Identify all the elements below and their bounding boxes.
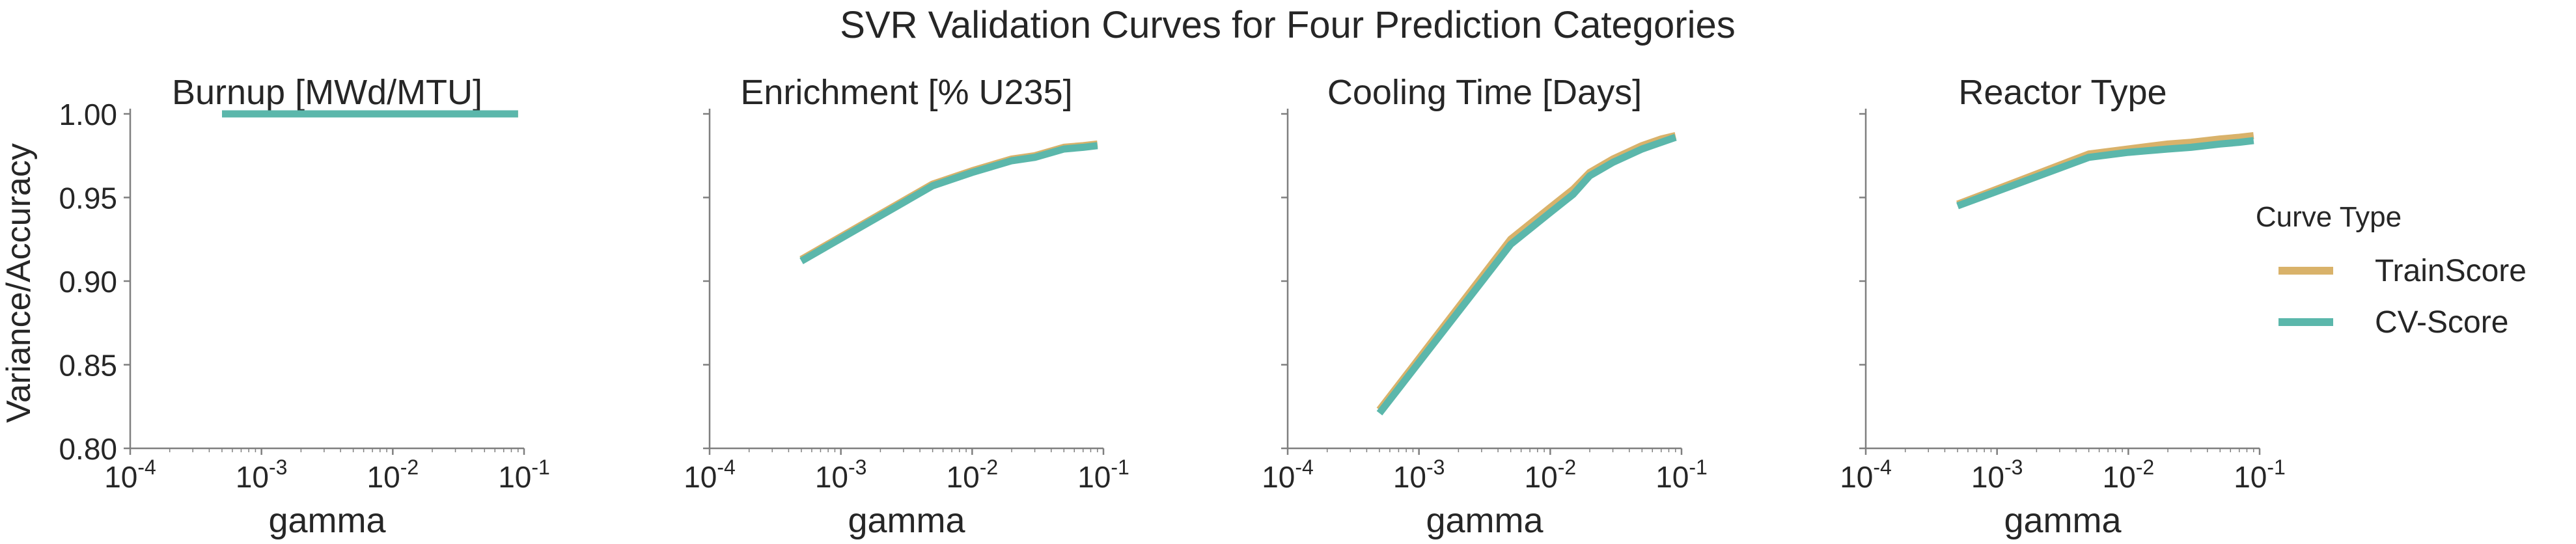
series-line-trainscore — [1376, 132, 1677, 413]
x-tick-label: 10-2 — [367, 456, 419, 494]
series-line-cv-score — [799, 142, 1098, 264]
x-tick-label: 10-4 — [1262, 456, 1314, 494]
x-axis-label: gamma — [268, 501, 386, 540]
x-tick-label: 10-3 — [1971, 456, 2023, 494]
panel-4: Reactor Type 10-4 10-3 10-2 10-1 gamma — [1840, 73, 2286, 540]
x-tick-label: 10-3 — [1393, 456, 1445, 494]
panel-title: Reactor Type — [1958, 73, 2167, 112]
panels: Burnup [MWd/MTU] 0.80 0.85 0.90 0.95 1.00 10-4… — [59, 73, 2285, 540]
y-tick-label: 0.95 — [59, 182, 117, 215]
x-tick-label: 10-4 — [1840, 456, 1892, 494]
legend-cv-score-label: CV-Score — [2375, 305, 2508, 340]
x-tick-label: 10-2 — [1525, 456, 1577, 494]
panel-title: Burnup [MWd/MTU] — [172, 73, 482, 112]
panel-title: Enrichment [% U235] — [740, 73, 1072, 112]
series-line-cv-score — [1956, 137, 2254, 210]
y-tick-label: 0.80 — [59, 432, 117, 466]
legend-trainscore-label: TrainScore — [2375, 254, 2527, 288]
x-tick-label: 10-3 — [236, 456, 288, 494]
x-tick-label: 10-3 — [815, 456, 867, 494]
series-line-trainscore — [799, 140, 1098, 263]
x-tick-label: 10-1 — [2234, 456, 2286, 494]
x-tick-label: 10-1 — [1655, 456, 1708, 494]
panel-title: Cooling Time [Days] — [1327, 73, 1642, 112]
x-tick-label: 10-1 — [498, 456, 550, 494]
y-tick-label: 0.85 — [59, 349, 117, 383]
figure-title: SVR Validation Curves for Four Predictio… — [840, 4, 1735, 46]
legend: Curve Type TrainScore CV-Score — [2256, 201, 2527, 340]
x-tick-label: 10-1 — [1077, 456, 1129, 494]
x-tick-label: 10-2 — [2103, 456, 2155, 494]
legend-title: Curve Type — [2256, 201, 2402, 233]
x-axis-label: gamma — [1426, 501, 1544, 540]
x-tick-label: 10-4 — [684, 456, 736, 494]
y-tick-label: 0.90 — [59, 265, 117, 299]
x-axis-label: gamma — [848, 501, 965, 540]
x-tick-label: 10-2 — [947, 456, 999, 494]
y-axis-label: Variance/Accuracy — [0, 143, 38, 423]
y-tick-label: 1.00 — [59, 98, 117, 131]
panel-3: Cooling Time [Days] 10-4 10-3 10-2 10-1 gamma — [1262, 73, 1708, 540]
panel-2: Enrichment [% U235] 10-4 10-3 10-2 10-1 gamma — [684, 73, 1129, 540]
x-tick-label: 10-4 — [104, 456, 156, 494]
panel-1: Burnup [MWd/MTU] 0.80 0.85 0.90 0.95 1.00 10-4… — [59, 73, 549, 540]
series-line-cv-score — [1376, 133, 1677, 416]
x-axis-label: gamma — [2004, 501, 2122, 540]
